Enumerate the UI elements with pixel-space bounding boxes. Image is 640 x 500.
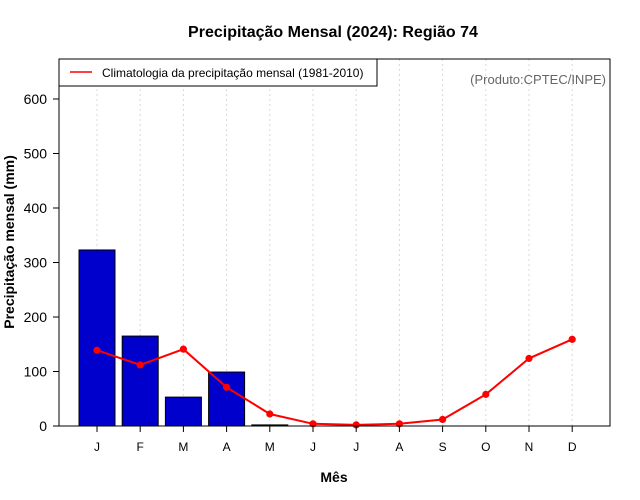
- climatology-point: [223, 383, 231, 391]
- climatology-point: [266, 410, 274, 418]
- climatology-point: [568, 335, 576, 343]
- y-tick-label: 200: [24, 309, 48, 325]
- climatology-point: [93, 346, 101, 354]
- climatology-point: [179, 345, 187, 353]
- x-tick-label: J: [94, 440, 100, 454]
- y-tick-label: 300: [24, 255, 48, 271]
- climatology-point: [352, 421, 360, 429]
- x-tick-label: N: [525, 440, 534, 454]
- bar-F: [121, 335, 159, 427]
- climatology-point: [439, 415, 447, 424]
- climatology-point: [136, 361, 144, 369]
- x-axis-label: Mês: [320, 469, 347, 485]
- climatology-line: [96, 338, 573, 426]
- legend: Climatologia da precipitação mensal (198…: [58, 58, 378, 87]
- y-tick-label: 600: [24, 91, 48, 107]
- x-tick-label: O: [481, 440, 490, 454]
- y-axis: 0 100 200 300 400 500 600: [24, 91, 59, 434]
- legend-box: [58, 58, 378, 87]
- climatology-series: [93, 335, 576, 429]
- y-axis-label: Precipitação mensal (mm): [1, 155, 17, 329]
- x-tick-label: S: [439, 440, 447, 454]
- y-tick-label: 0: [39, 418, 47, 434]
- x-tick-label: M: [178, 440, 188, 454]
- x-tick-label: J: [310, 440, 316, 454]
- x-tick-label: M: [265, 440, 275, 454]
- grid: [96, 59, 573, 426]
- x-tick-label: D: [568, 440, 577, 454]
- x-tick-label: F: [137, 440, 144, 454]
- y-tick-label: 400: [24, 200, 48, 216]
- bar-J: [78, 249, 116, 427]
- x-tick-label: J: [353, 440, 359, 454]
- legend-entry-climatology: Climatologia da precipitação mensal (198…: [102, 66, 363, 80]
- bar-A: [208, 371, 246, 427]
- climatology-point: [525, 354, 533, 363]
- climatology-point: [482, 390, 490, 398]
- y-tick-label: 500: [24, 146, 48, 162]
- x-tick-label: A: [395, 440, 403, 454]
- y-tick-label: 100: [24, 364, 48, 380]
- bar-M: [164, 396, 202, 427]
- chart-title: Precipitação Mensal (2024): Região 74: [188, 24, 478, 41]
- credit-annotation: (Produto:CPTEC/INPE): [470, 72, 606, 87]
- x-tick-label: A: [223, 440, 231, 454]
- bar-series: [78, 249, 289, 427]
